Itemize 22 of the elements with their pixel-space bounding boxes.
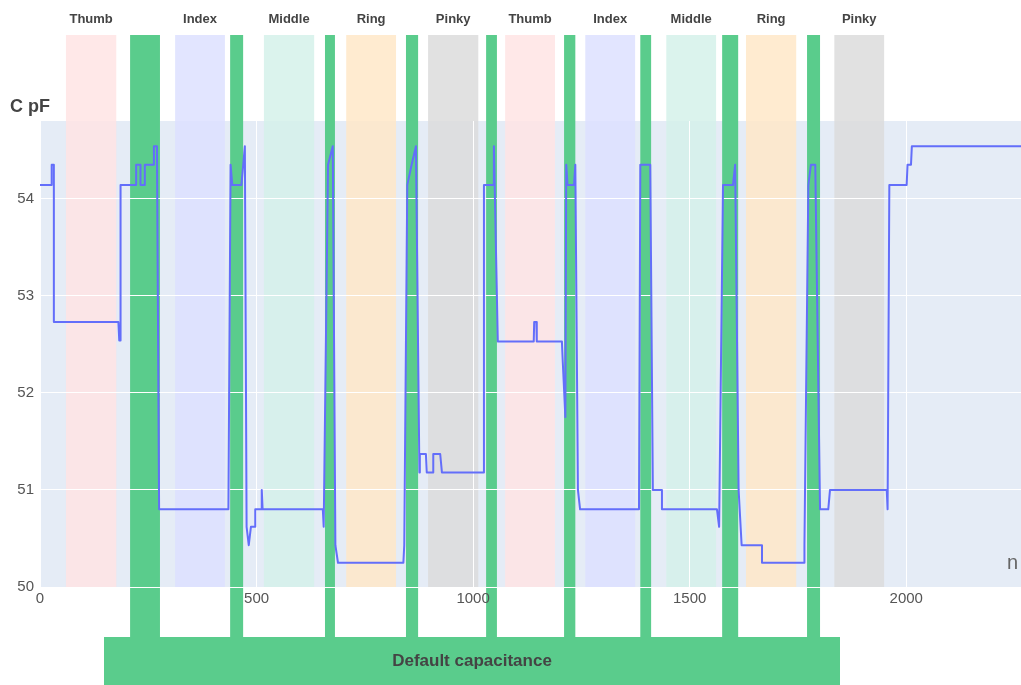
- y-tick-label: 54: [17, 188, 34, 206]
- band-label: Thumb: [508, 10, 552, 26]
- band-label: Thumb: [69, 10, 113, 26]
- x-tick-label: 500: [244, 589, 270, 607]
- band-label: Index: [183, 10, 218, 26]
- band-label: Index: [593, 10, 628, 26]
- band-label: Middle: [670, 10, 712, 26]
- band-label: Pinky: [841, 10, 878, 26]
- band-label: Middle: [268, 10, 310, 26]
- x-tick-label: 1500: [672, 589, 707, 607]
- y-axis-title: C pF: [10, 95, 50, 116]
- y-tick-label: 52: [17, 382, 34, 400]
- y-tick-label: 50: [17, 577, 34, 595]
- y-tick-label: 51: [17, 480, 34, 498]
- x-tick-label: 0: [35, 589, 45, 607]
- y-tick-label: 53: [17, 285, 34, 303]
- band-label: Ring: [356, 10, 386, 26]
- caption-box: Default capacitance: [104, 637, 840, 685]
- x-axis-title: n: [1006, 550, 1018, 573]
- band-label: Pinky: [435, 10, 472, 26]
- band-label: Ring: [756, 10, 786, 26]
- x-tick-label: 2000: [889, 589, 923, 607]
